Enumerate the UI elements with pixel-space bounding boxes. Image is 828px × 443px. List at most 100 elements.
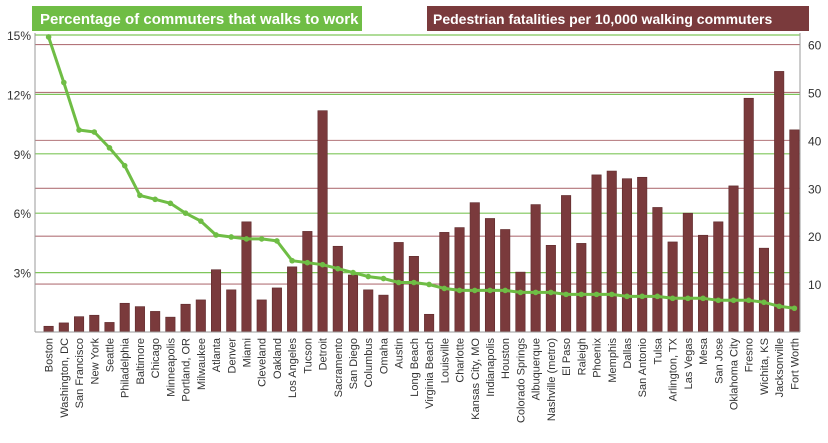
x-tick-label: Raleigh (576, 338, 588, 375)
bar-37 (606, 170, 617, 333)
bar-32 (530, 204, 541, 333)
walk-share-point-30 (502, 287, 509, 294)
walk-share-point-0 (45, 34, 52, 40)
x-tick-label: Virginia Beach (424, 338, 436, 409)
bar-34 (561, 195, 572, 333)
walk-share-point-12 (228, 234, 235, 240)
bar-49 (789, 129, 800, 333)
right-tick-label: 10 (808, 278, 822, 292)
bar-36 (591, 174, 602, 333)
bar-20 (347, 274, 359, 333)
walk-share-point-21 (365, 273, 372, 280)
right-tick-label: 20 (808, 230, 822, 244)
bar-43 (698, 234, 709, 333)
x-tick-label: Austin (394, 338, 406, 369)
walk-share-point-26 (441, 285, 448, 292)
x-tick-label: Louisville (439, 338, 451, 383)
bar-33 (545, 244, 556, 333)
bar-22 (378, 294, 389, 333)
left-tick-label: 6% (14, 207, 32, 221)
grid-layer (35, 34, 800, 285)
bar-35 (576, 243, 587, 333)
legend-left-label: Percentage of commuters that walks to wo… (40, 11, 359, 28)
x-tick-label: Houston (500, 338, 512, 379)
x-tick-label: Detroit (318, 338, 330, 370)
bar-1 (58, 322, 69, 333)
x-tick-label: Fresno (744, 338, 756, 372)
x-tick-label: Cleveland (257, 338, 269, 387)
x-tick-label: Los Angeles (287, 338, 299, 398)
walk-share-point-34 (563, 291, 569, 298)
walk-share-point-22 (380, 275, 387, 282)
walk-share-point-15 (274, 238, 280, 244)
bar-30 (500, 229, 511, 333)
x-tick-label: Oklahoma City (729, 338, 741, 411)
bar-layer (43, 71, 800, 333)
bar-4 (104, 322, 115, 333)
legend-left-swatch (32, 6, 362, 31)
x-tick-label: San Francisco (74, 338, 86, 408)
bar-11 (211, 269, 222, 333)
bar-10 (195, 299, 206, 333)
walk-share-point-49 (791, 305, 798, 312)
walk-share-point-36 (593, 291, 600, 298)
walk-share-point-39 (639, 293, 645, 300)
legend-layer: Percentage of commuters that walks to wo… (32, 6, 809, 31)
x-tick-label: Nashville (metro) (546, 338, 558, 421)
axis-layer: 3% 6% 9% 12% 15% 10 20 30 40 50 60 Boston Washington… (7, 29, 822, 423)
bar-31 (515, 271, 526, 333)
walk-share-point-47 (761, 299, 767, 306)
walk-share-point-42 (685, 295, 691, 302)
bar-44 (713, 221, 724, 333)
walk-share-point-23 (395, 279, 402, 286)
x-tick-label: Memphis (607, 338, 619, 383)
x-tick-label: Arlington, TX (668, 337, 680, 401)
x-tick-label: Oakland (272, 338, 284, 379)
bar-18 (317, 110, 328, 333)
x-tick-label: Minneapolis (165, 338, 177, 397)
bar-7 (150, 311, 161, 333)
line-layer (45, 34, 798, 312)
bar-24 (408, 256, 419, 333)
bar-17 (302, 231, 313, 333)
walk-share-point-13 (243, 236, 250, 242)
x-tick-label: Colorado Springs (515, 338, 527, 423)
bar-45 (728, 185, 739, 333)
walk-share-point-1 (61, 79, 67, 86)
x-tick-label: Charlotte (455, 338, 467, 383)
bar-41 (667, 241, 678, 333)
left-tick-label: 9% (14, 148, 32, 162)
legend-right-label: Pedestrian fatalities per 10,000 walking… (433, 11, 772, 27)
walk-share-point-45 (730, 297, 737, 304)
x-tick-label: El Paso (561, 338, 573, 376)
bar-3 (89, 314, 100, 333)
x-tick-label: Indianapolis (485, 338, 497, 397)
x-tick-label: Baltimore (135, 338, 147, 384)
bar-6 (134, 306, 145, 333)
bar-14 (256, 299, 267, 333)
x-tick-label: Albuquerque (531, 338, 543, 400)
x-tick-label: San Diego (348, 338, 360, 389)
x-tick-label: Seattle (104, 338, 116, 372)
x-tick-label: Philadelphia (120, 337, 132, 398)
bar-8 (165, 316, 176, 333)
right-tick-label: 40 (808, 134, 822, 148)
bar-12 (226, 289, 237, 333)
bar-19 (332, 245, 343, 333)
left-tick-label: 3% (14, 267, 32, 281)
bar-23 (393, 242, 404, 333)
bar-40 (652, 207, 663, 333)
x-tick-label: Portland, OR (181, 338, 193, 402)
walk-share-point-10 (198, 218, 204, 224)
x-tick-label: Chicago (150, 338, 162, 378)
x-tick-label: Fort Worth (789, 338, 801, 390)
right-tick-label: 50 (808, 86, 822, 100)
x-tick-label: Long Beach (409, 338, 421, 397)
bar-21 (363, 289, 374, 333)
bar-38 (621, 178, 632, 333)
x-tick-label: Sacramento (333, 338, 345, 397)
bar-9 (180, 303, 191, 333)
walk-share-point-7 (152, 196, 158, 203)
